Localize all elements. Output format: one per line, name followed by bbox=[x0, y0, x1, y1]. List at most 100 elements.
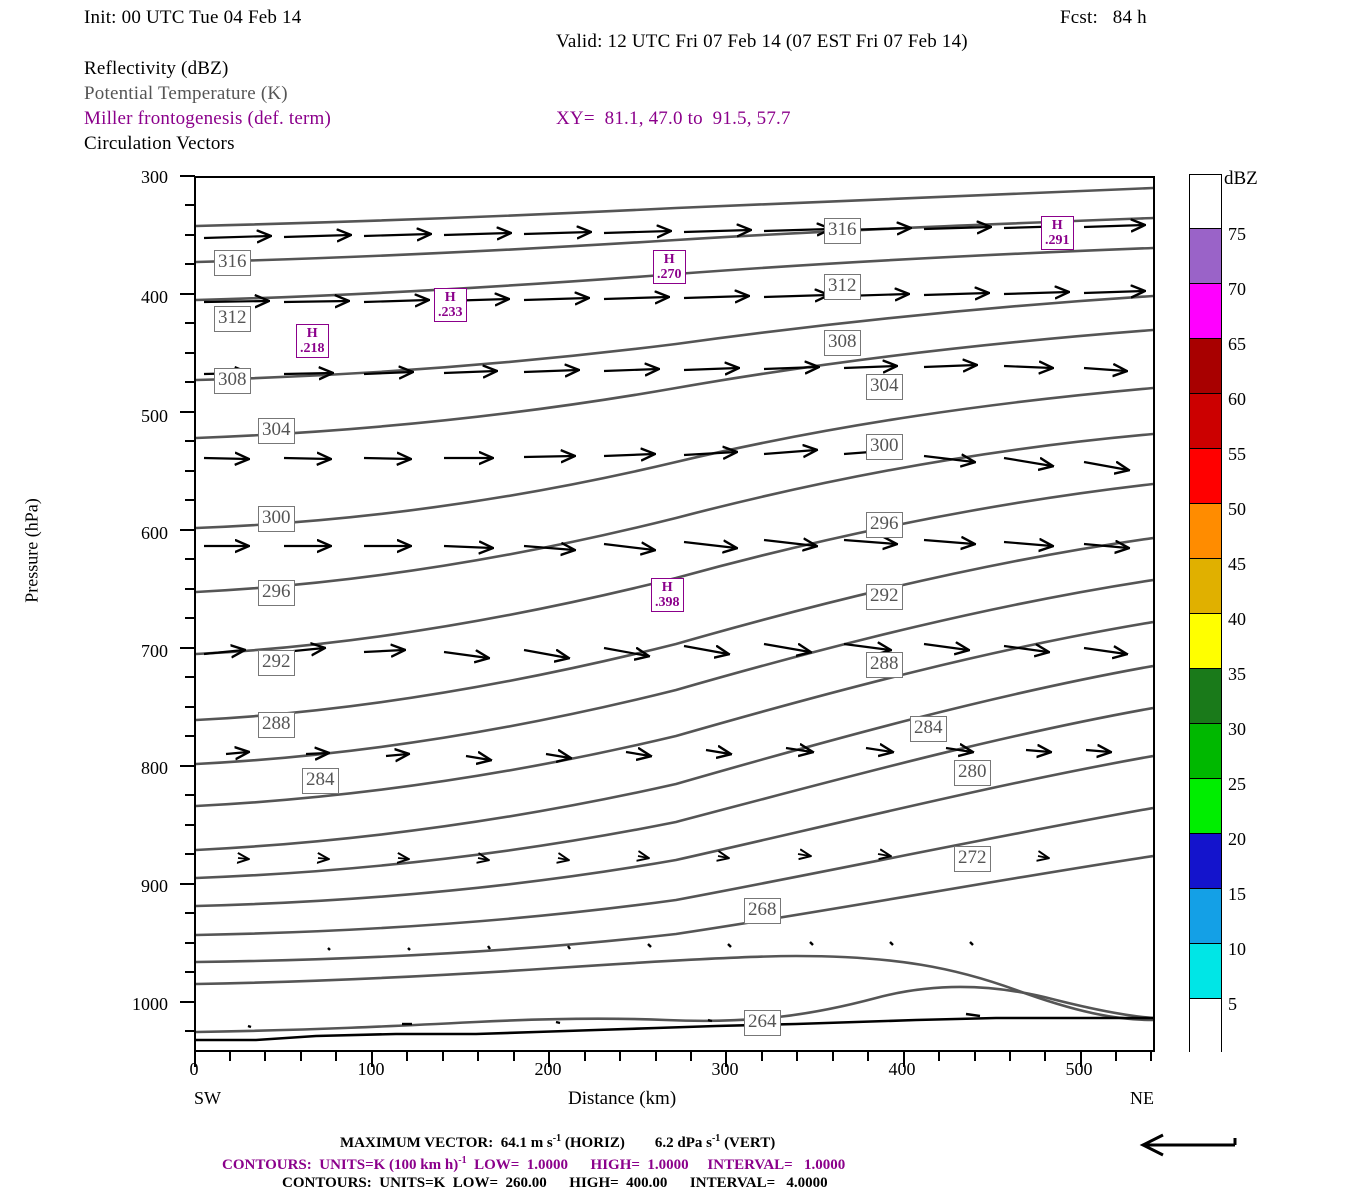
x-axis-start-label: SW bbox=[194, 1088, 221, 1108]
contour-label: 296 bbox=[866, 512, 903, 538]
x-axis-tick-0: 0 bbox=[189, 1059, 199, 1079]
contour-label: 316 bbox=[824, 218, 861, 244]
contour-label: 312 bbox=[824, 274, 861, 300]
x-axis-tick-200: 200 bbox=[534, 1059, 562, 1079]
colorbar-band-60-65[interactable] bbox=[1190, 339, 1221, 394]
init-time-label: Init: 00 UTC Tue 04 Feb 14 bbox=[84, 7, 302, 28]
frontogenesis-max-value: .270 bbox=[657, 267, 682, 282]
colorbar-band-10-15[interactable] bbox=[1190, 889, 1221, 944]
colorbar-band-30-35[interactable] bbox=[1190, 669, 1221, 724]
frontogenesis-max-value: .218 bbox=[300, 341, 325, 356]
frontogenesis-max-value: .291 bbox=[1045, 233, 1070, 248]
max-vector-horiz-unit: (HORIZ) bbox=[564, 1135, 625, 1151]
colorbar-band-65-70[interactable] bbox=[1190, 284, 1221, 339]
colorbar-tick-25: 25 bbox=[1228, 774, 1246, 794]
colorbar-tick-40: 40 bbox=[1228, 609, 1246, 629]
frontogenesis-max-marker: H .218 bbox=[296, 324, 329, 358]
surface-terrain-line bbox=[196, 1016, 1153, 1042]
max-vector-horiz-exponent: -1 bbox=[552, 1133, 562, 1144]
theta-contour-caption: CONTOURS: UNITS=K LOW= 260.00 HIGH= 400.… bbox=[282, 1175, 828, 1191]
colorbar-band-40-45[interactable] bbox=[1190, 559, 1221, 614]
contour-label: 264 bbox=[744, 1010, 781, 1036]
valid-time-label: Valid: 12 UTC Fri 07 Feb 14 (07 EST Fri … bbox=[556, 31, 968, 52]
frontogenesis-contour-prefix: CONTOURS: UNITS=K (100 km h) bbox=[222, 1157, 459, 1173]
max-vector-vert-exponent: -1 bbox=[711, 1133, 721, 1144]
y-axis-tick-600: 600 bbox=[141, 523, 168, 543]
max-vector-label: MAXIMUM VECTOR: bbox=[340, 1135, 494, 1151]
colorbar-tick-60: 60 bbox=[1228, 389, 1246, 409]
y-axis-tick-900: 900 bbox=[141, 876, 168, 896]
field-frontogenesis-label: Miller frontogenesis (def. term) bbox=[84, 108, 331, 129]
y-axis-tick-300: 300 bbox=[141, 167, 168, 187]
y-axis-ticks bbox=[180, 175, 195, 1032]
field-reflectivity-label: Reflectivity (dBZ) bbox=[84, 58, 229, 79]
frontogenesis-max-letter: H bbox=[306, 326, 318, 341]
frontogenesis-max-marker: H .233 bbox=[434, 288, 467, 322]
colorbar-tick-65: 65 bbox=[1228, 334, 1246, 354]
contour-label: 288 bbox=[258, 712, 295, 738]
y-axis-title: Pressure (hPa) bbox=[21, 498, 42, 603]
colorbar-tick-50: 50 bbox=[1228, 499, 1246, 519]
colorbar-tick-15: 15 bbox=[1228, 884, 1246, 904]
contour-label: 272 bbox=[954, 846, 991, 872]
contour-label: 304 bbox=[258, 418, 295, 444]
x-axis-title: Distance (km) bbox=[568, 1088, 677, 1109]
y-axis-tick-700: 700 bbox=[141, 641, 168, 661]
colorbar-tick-55: 55 bbox=[1228, 444, 1246, 464]
circulation-vector-field bbox=[203, 225, 1144, 1029]
y-axis-tick-500: 500 bbox=[141, 406, 168, 426]
colorbar-title: dBZ bbox=[1224, 168, 1258, 189]
frontogenesis-max-marker: H .270 bbox=[653, 250, 686, 284]
colorbar-band-25-30[interactable] bbox=[1190, 724, 1221, 779]
y-axis-tick-1000: 1000 bbox=[132, 994, 168, 1014]
contour-label: 312 bbox=[214, 306, 251, 332]
frontogenesis-max-value: .398 bbox=[655, 595, 680, 610]
colorbar-tick-75: 75 bbox=[1228, 224, 1246, 244]
colorbar-tick-30: 30 bbox=[1228, 719, 1246, 739]
colorbar-band-5-10[interactable] bbox=[1190, 944, 1221, 999]
colorbar-tick-5: 5 bbox=[1228, 994, 1237, 1014]
forecast-hour-label: Fcst: 84 h bbox=[1060, 7, 1147, 28]
contour-label: 316 bbox=[214, 250, 251, 276]
contour-label: 300 bbox=[258, 506, 295, 532]
colorbar-band-45-50[interactable] bbox=[1190, 504, 1221, 559]
vector-scale-arrow-icon bbox=[1139, 1133, 1237, 1157]
colorbar-band-above-75[interactable] bbox=[1190, 175, 1221, 229]
cross-section-svg bbox=[196, 186, 1153, 1042]
frontogenesis-max-letter: H bbox=[663, 252, 675, 267]
colorbar-band-50-55[interactable] bbox=[1190, 449, 1221, 504]
colorbar-band-70-75[interactable] bbox=[1190, 229, 1221, 284]
contour-label: 288 bbox=[866, 652, 903, 678]
frontogenesis-max-marker: H .398 bbox=[651, 578, 684, 612]
x-axis-tick-400: 400 bbox=[888, 1059, 916, 1079]
colorbar-tick-45: 45 bbox=[1228, 554, 1246, 574]
reflectivity-colorbar[interactable] bbox=[1189, 174, 1222, 1053]
contour-label: 284 bbox=[910, 716, 947, 742]
colorbar-band-55-60[interactable] bbox=[1190, 394, 1221, 449]
contour-label: 268 bbox=[744, 898, 781, 924]
y-axis-tick-800: 800 bbox=[141, 758, 168, 778]
colorbar-tick-35: 35 bbox=[1228, 664, 1246, 684]
contour-label: 308 bbox=[214, 368, 251, 394]
max-vector-vert-value: 6.2 dPa s bbox=[654, 1135, 712, 1151]
frontogenesis-contour-range: LOW= 1.0000 HIGH= 1.0000 INTERVAL= 1.000… bbox=[466, 1157, 846, 1173]
max-vector-caption: MAXIMUM VECTOR: 64.1 m s-1 (HORIZ) 6.2 d… bbox=[340, 1133, 775, 1152]
contour-label: 284 bbox=[302, 768, 339, 794]
y-axis-tick-400: 400 bbox=[141, 287, 168, 307]
x-axis-tick-100: 100 bbox=[357, 1059, 385, 1079]
contour-label: 292 bbox=[866, 584, 903, 610]
colorbar-band-below-5[interactable] bbox=[1190, 999, 1221, 1053]
x-axis-tick-300: 300 bbox=[711, 1059, 739, 1079]
cross-section-plot-area[interactable]: 316 312 308 304 300 296 292 288 284 316 … bbox=[194, 176, 1155, 1052]
frontogenesis-contour-exponent: -1 bbox=[458, 1155, 467, 1166]
colorbar-band-20-25[interactable] bbox=[1190, 779, 1221, 834]
max-vector-horiz-value: 64.1 m s bbox=[500, 1135, 553, 1151]
field-vectors-label: Circulation Vectors bbox=[84, 133, 235, 154]
colorbar-tick-70: 70 bbox=[1228, 279, 1246, 299]
colorbar-tick-20: 20 bbox=[1228, 829, 1246, 849]
max-vector-vert-unit: (VERT) bbox=[724, 1135, 776, 1151]
colorbar-band-35-40[interactable] bbox=[1190, 614, 1221, 669]
contour-label: 280 bbox=[954, 760, 991, 786]
colorbar-band-15-20[interactable] bbox=[1190, 834, 1221, 889]
frontogenesis-max-value: .233 bbox=[438, 305, 463, 320]
